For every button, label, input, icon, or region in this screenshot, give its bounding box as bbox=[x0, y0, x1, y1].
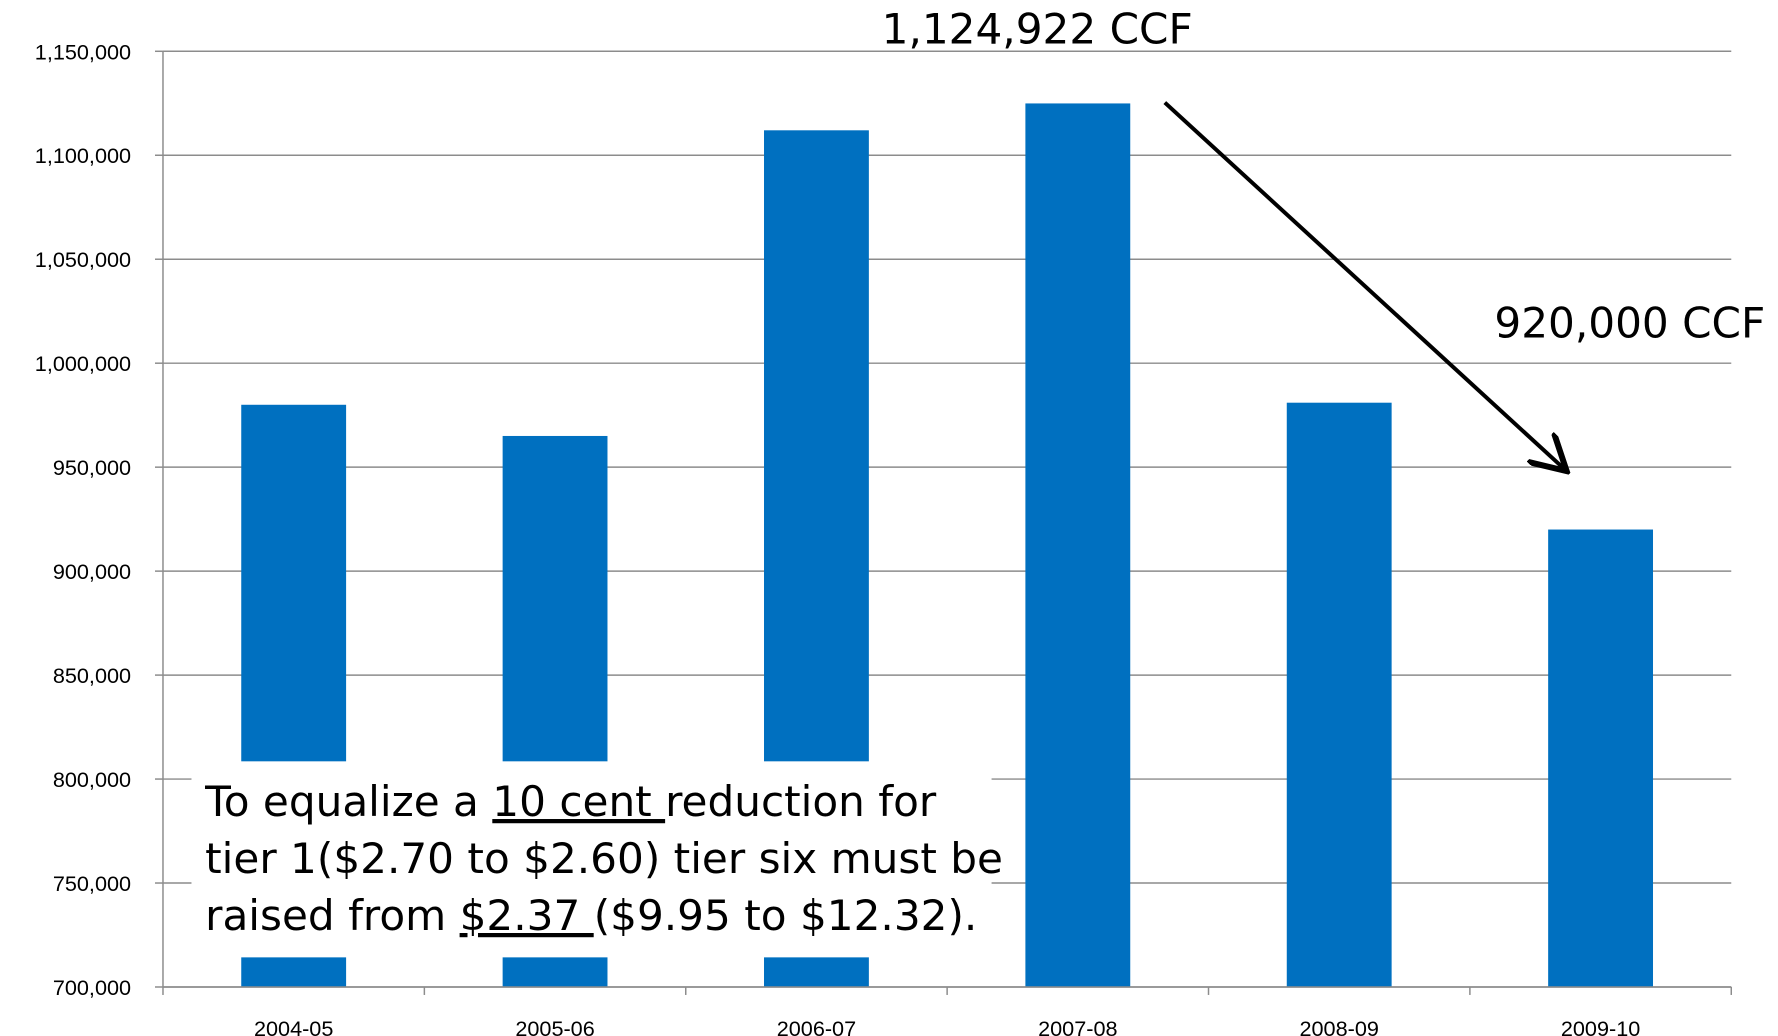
note-text: tier 1($2.70 to $2.60) tier six must be bbox=[205, 834, 1003, 883]
note-text: raised from bbox=[205, 891, 459, 940]
annotation: 920,000 CCF bbox=[1494, 298, 1765, 347]
y-tick-label: 1,100,000 bbox=[35, 143, 131, 168]
y-tick-label: 900,000 bbox=[53, 559, 131, 584]
bar bbox=[1025, 103, 1131, 987]
annotation: 1,124,922 CCF bbox=[882, 4, 1193, 53]
note-text: 10 cent bbox=[492, 777, 665, 826]
y-tick-label: 850,000 bbox=[53, 663, 131, 688]
x-tick-label: 2005-06 bbox=[515, 1016, 594, 1036]
x-tick-label: 2009-10 bbox=[1561, 1016, 1640, 1036]
y-tick-label: 750,000 bbox=[53, 871, 131, 896]
y-tick-label: 1,150,000 bbox=[35, 39, 131, 64]
y-tick-label: 800,000 bbox=[53, 767, 131, 792]
x-tick-label: 2007-08 bbox=[1038, 1016, 1117, 1036]
x-tick-label: 2006-07 bbox=[777, 1016, 856, 1036]
note-line: To equalize a 10 cent reduction for bbox=[204, 777, 937, 826]
x-tick-label: 2008-09 bbox=[1299, 1016, 1378, 1036]
y-tick-label: 1,050,000 bbox=[35, 247, 131, 272]
bar bbox=[1286, 402, 1392, 987]
note-text: ($9.95 to $12.32). bbox=[594, 891, 978, 940]
note-text: To equalize a bbox=[204, 777, 492, 826]
arrow bbox=[1163, 101, 1564, 469]
note-line: raised from $2.37 ($9.95 to $12.32). bbox=[205, 891, 977, 940]
bar bbox=[1548, 529, 1654, 987]
note-line: tier 1($2.70 to $2.60) tier six must be bbox=[205, 834, 1003, 883]
note-box bbox=[191, 761, 992, 958]
y-tick-label: 700,000 bbox=[53, 975, 131, 1000]
y-tick-label: 1,000,000 bbox=[35, 351, 131, 376]
note-text: reduction for bbox=[665, 777, 937, 826]
note-text: $2.37 bbox=[460, 891, 594, 940]
y-tick-label: 950,000 bbox=[53, 455, 131, 480]
x-tick-label: 2004-05 bbox=[254, 1016, 333, 1036]
